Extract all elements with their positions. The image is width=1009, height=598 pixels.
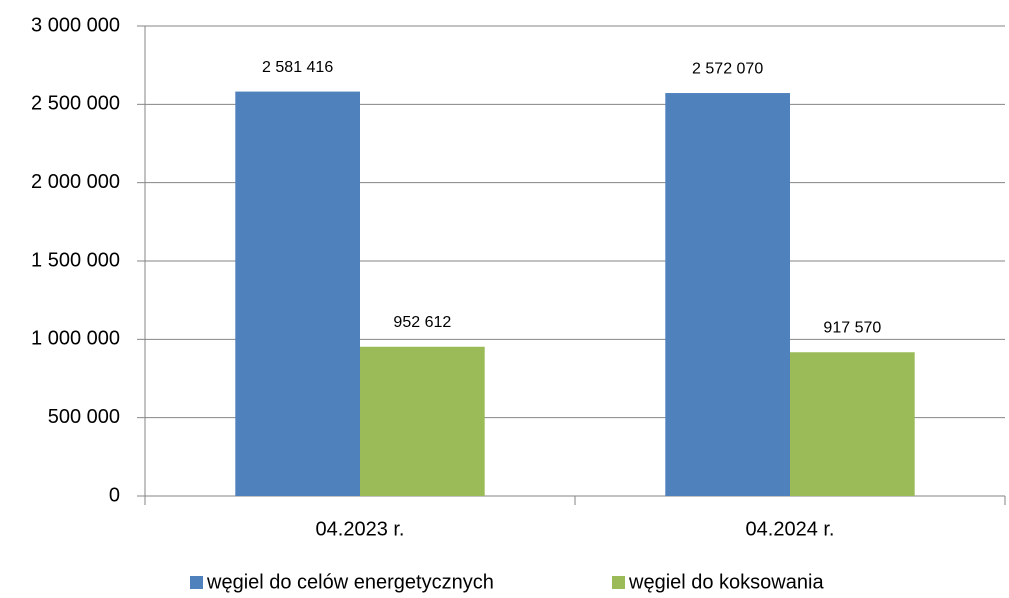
y-tick-label: 1 500 000 [31, 249, 120, 271]
bar [235, 91, 360, 497]
bar [665, 93, 790, 497]
legend-swatch [190, 576, 203, 589]
legend-swatch [612, 576, 625, 589]
value-label: 2 581 416 [262, 59, 333, 76]
y-tick-label: 0 [109, 484, 120, 506]
y-tick-label: 2 000 000 [31, 171, 120, 193]
legend-label: węgiel do koksowania [628, 571, 824, 593]
bar [790, 352, 915, 496]
value-label: 917 570 [823, 319, 881, 336]
x-tick-label: 04.2024 r. [746, 518, 835, 540]
value-label: 952 612 [393, 314, 451, 331]
y-tick-label: 3 000 000 [31, 14, 120, 36]
x-tick-label: 04.2023 r. [316, 518, 405, 540]
y-tick-label: 2 500 000 [31, 93, 120, 115]
bar [360, 346, 485, 496]
y-tick-label: 1 000 000 [31, 328, 120, 350]
legend-label: węgiel do celów energetycznych [206, 571, 494, 593]
value-label: 2 572 070 [692, 60, 763, 77]
y-tick-label: 500 000 [48, 406, 120, 428]
